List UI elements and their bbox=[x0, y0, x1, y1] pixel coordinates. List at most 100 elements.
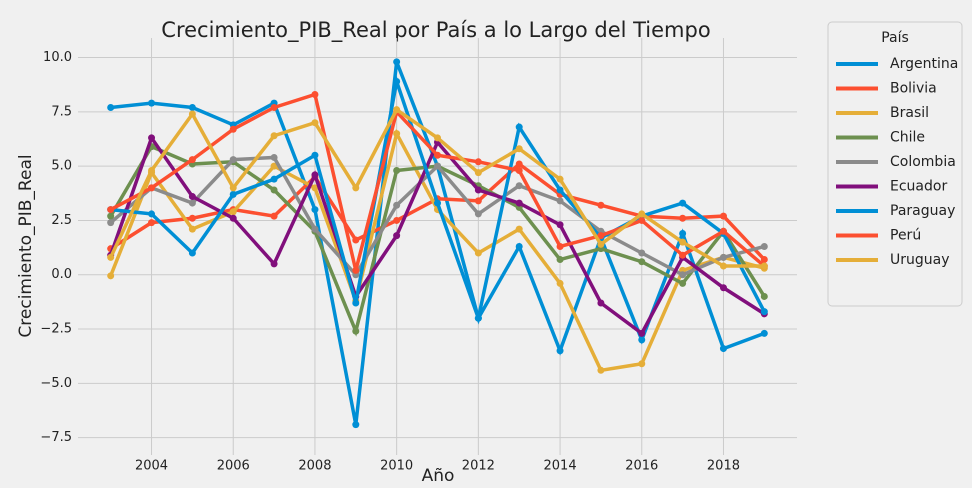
point bbox=[229, 208, 237, 216]
point bbox=[638, 216, 646, 224]
point bbox=[719, 212, 727, 220]
point bbox=[515, 199, 523, 207]
point bbox=[597, 240, 605, 248]
point bbox=[515, 123, 523, 131]
x-tick-label: 2014 bbox=[544, 459, 577, 474]
chart-title: Crecimiento_PIB_Real por País a lo Largo… bbox=[161, 18, 710, 43]
point bbox=[474, 314, 482, 322]
point bbox=[188, 193, 196, 201]
point bbox=[760, 243, 768, 250]
y-tick-label: 5.0 bbox=[51, 159, 72, 174]
x-tick-label: 2016 bbox=[625, 459, 658, 474]
point bbox=[352, 266, 360, 274]
point bbox=[188, 104, 196, 111]
point bbox=[474, 169, 482, 177]
point bbox=[229, 184, 237, 192]
point bbox=[719, 253, 727, 261]
point bbox=[515, 225, 523, 233]
point bbox=[393, 232, 401, 240]
point bbox=[270, 153, 278, 161]
point bbox=[760, 292, 768, 300]
point bbox=[229, 125, 237, 133]
y-tick-label: 10.0 bbox=[43, 50, 72, 65]
point bbox=[638, 329, 646, 337]
y-tick-label: 2.5 bbox=[51, 213, 72, 228]
point bbox=[760, 256, 768, 264]
point bbox=[515, 243, 523, 250]
point bbox=[474, 197, 482, 205]
legend-label: Bolivia bbox=[890, 81, 937, 97]
point bbox=[107, 272, 115, 280]
point bbox=[760, 329, 768, 337]
point bbox=[638, 360, 646, 368]
point bbox=[107, 104, 115, 111]
point bbox=[638, 258, 646, 266]
point bbox=[556, 197, 564, 205]
point bbox=[311, 119, 319, 127]
point bbox=[352, 184, 360, 192]
point bbox=[474, 186, 482, 194]
legend-label: Argentina bbox=[890, 56, 958, 72]
point bbox=[760, 308, 768, 316]
point bbox=[188, 156, 196, 164]
y-tick-label: −2.5 bbox=[40, 322, 72, 337]
point bbox=[679, 229, 687, 237]
x-tick-label: 2004 bbox=[135, 459, 168, 474]
point bbox=[597, 232, 605, 240]
point bbox=[434, 199, 441, 207]
point bbox=[311, 90, 319, 98]
legend-label: Paraguay bbox=[890, 203, 955, 219]
point bbox=[719, 284, 727, 292]
point bbox=[393, 166, 401, 174]
legend-label: Uruguay bbox=[890, 252, 950, 268]
point bbox=[679, 214, 687, 222]
point bbox=[311, 184, 319, 192]
point bbox=[148, 184, 156, 192]
point bbox=[107, 253, 115, 261]
point bbox=[679, 199, 687, 207]
point bbox=[148, 134, 156, 142]
point bbox=[270, 132, 278, 140]
x-tick-label: 2010 bbox=[380, 459, 413, 474]
point bbox=[393, 130, 401, 138]
point bbox=[188, 249, 196, 257]
point bbox=[515, 182, 523, 190]
point bbox=[679, 279, 687, 287]
point bbox=[556, 175, 564, 183]
point bbox=[188, 110, 196, 118]
point bbox=[352, 299, 360, 307]
point bbox=[556, 279, 564, 287]
point bbox=[107, 212, 115, 220]
point bbox=[474, 158, 482, 166]
point bbox=[311, 225, 319, 233]
point bbox=[311, 151, 319, 159]
point bbox=[270, 175, 278, 183]
point bbox=[556, 243, 564, 250]
point bbox=[270, 212, 278, 220]
point bbox=[270, 104, 278, 111]
point bbox=[679, 271, 687, 279]
point bbox=[311, 206, 319, 214]
point bbox=[515, 145, 523, 153]
point bbox=[188, 199, 196, 207]
point bbox=[719, 345, 727, 353]
legend-label: Chile bbox=[890, 130, 925, 146]
point bbox=[393, 77, 401, 85]
point bbox=[188, 225, 196, 233]
point bbox=[107, 206, 115, 214]
point bbox=[434, 134, 441, 142]
point bbox=[556, 347, 564, 355]
point bbox=[597, 299, 605, 307]
point bbox=[760, 262, 768, 270]
point bbox=[556, 256, 564, 264]
point bbox=[515, 160, 523, 168]
point bbox=[597, 366, 605, 374]
point bbox=[270, 162, 278, 170]
point bbox=[719, 227, 727, 235]
point bbox=[638, 336, 646, 344]
point bbox=[679, 238, 687, 246]
point bbox=[270, 260, 278, 268]
point bbox=[638, 249, 646, 257]
